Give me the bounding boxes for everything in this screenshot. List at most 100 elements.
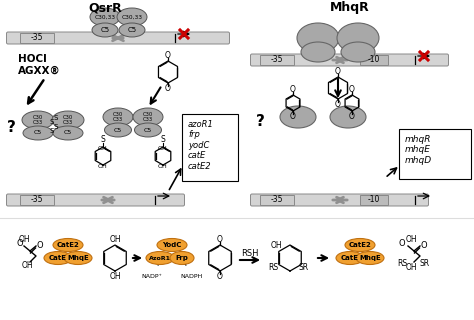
Ellipse shape — [104, 123, 131, 137]
Ellipse shape — [157, 238, 187, 252]
Ellipse shape — [53, 238, 83, 252]
Text: C5: C5 — [144, 127, 152, 132]
FancyBboxPatch shape — [7, 32, 229, 44]
Text: NADP⁺: NADP⁺ — [142, 274, 163, 278]
Text: O: O — [349, 85, 355, 94]
Text: O: O — [349, 112, 355, 121]
Text: O: O — [290, 112, 296, 121]
Text: -10: -10 — [368, 55, 380, 65]
Text: O: O — [217, 272, 223, 281]
Text: S: S — [50, 119, 54, 125]
Ellipse shape — [53, 126, 83, 140]
Text: -35: -35 — [31, 196, 43, 204]
Ellipse shape — [117, 8, 147, 26]
Ellipse shape — [119, 23, 145, 37]
Text: ?: ? — [255, 115, 264, 130]
Ellipse shape — [64, 252, 92, 265]
Ellipse shape — [92, 23, 118, 37]
Text: OH: OH — [109, 235, 121, 244]
Text: O: O — [335, 67, 341, 76]
Text: O: O — [36, 241, 43, 250]
Text: -10: -10 — [368, 196, 380, 204]
Text: C30
C33: C30 C33 — [143, 112, 153, 122]
Text: SR: SR — [420, 259, 430, 268]
Text: O: O — [290, 85, 296, 94]
Text: O: O — [217, 235, 223, 244]
Text: O: O — [17, 239, 23, 249]
Ellipse shape — [133, 108, 163, 126]
Text: S: S — [54, 124, 58, 130]
FancyBboxPatch shape — [182, 114, 238, 181]
Text: CatE2: CatE2 — [348, 242, 371, 248]
Text: S: S — [161, 135, 165, 145]
Ellipse shape — [356, 252, 384, 265]
Ellipse shape — [103, 108, 133, 126]
Text: C30
C33: C30 C33 — [33, 115, 43, 125]
Text: O: O — [165, 51, 171, 60]
FancyBboxPatch shape — [7, 194, 184, 206]
Ellipse shape — [23, 126, 53, 140]
Text: CatE: CatE — [341, 255, 359, 261]
Ellipse shape — [135, 123, 162, 137]
Text: OH: OH — [158, 164, 168, 170]
Ellipse shape — [52, 111, 84, 129]
Text: QsrR: QsrR — [88, 2, 122, 14]
Text: RS: RS — [397, 259, 407, 268]
Ellipse shape — [337, 23, 379, 53]
Ellipse shape — [341, 42, 375, 62]
Text: S: S — [54, 115, 58, 121]
Text: MhqE: MhqE — [359, 255, 381, 261]
Text: RSH: RSH — [241, 250, 259, 259]
Bar — [360, 195, 388, 205]
Bar — [260, 195, 294, 205]
Text: O: O — [399, 239, 405, 249]
Text: azoR1
frp
yodC
catE
catE2: azoR1 frp yodC catE catE2 — [188, 120, 214, 171]
Text: OH: OH — [21, 261, 33, 270]
Bar — [260, 55, 294, 65]
Ellipse shape — [146, 252, 174, 265]
Text: C30,33: C30,33 — [94, 14, 116, 20]
Text: OH: OH — [98, 146, 108, 150]
Text: OH: OH — [98, 164, 108, 170]
Text: MhqE: MhqE — [67, 255, 89, 261]
FancyBboxPatch shape — [250, 194, 428, 206]
Bar — [20, 33, 54, 43]
Text: C30,33: C30,33 — [121, 14, 143, 20]
Ellipse shape — [90, 8, 120, 26]
Text: OH: OH — [158, 146, 168, 150]
Text: C5: C5 — [34, 131, 42, 135]
Text: NADPH: NADPH — [181, 274, 203, 278]
Text: OH: OH — [109, 272, 121, 281]
Text: HOCl
AGXX®: HOCl AGXX® — [18, 54, 61, 76]
Text: -35: -35 — [271, 196, 283, 204]
Text: S: S — [100, 135, 105, 145]
Ellipse shape — [330, 106, 366, 128]
Text: C5: C5 — [114, 127, 122, 132]
Bar — [20, 195, 54, 205]
Text: C5: C5 — [100, 27, 109, 33]
Text: C30
C33: C30 C33 — [113, 112, 123, 122]
Text: OH: OH — [270, 241, 282, 250]
Ellipse shape — [280, 106, 316, 128]
Text: C30
C33: C30 C33 — [63, 115, 73, 125]
FancyBboxPatch shape — [250, 54, 448, 66]
Text: CatE: CatE — [49, 255, 67, 261]
Text: S: S — [50, 128, 54, 134]
Text: OH: OH — [18, 236, 30, 244]
Text: O: O — [335, 100, 341, 109]
Text: YodC: YodC — [162, 242, 182, 248]
Ellipse shape — [336, 252, 364, 265]
Ellipse shape — [44, 252, 72, 265]
Ellipse shape — [301, 42, 335, 62]
Text: OH: OH — [405, 263, 417, 273]
Text: O: O — [421, 241, 428, 250]
Text: SR: SR — [299, 262, 309, 271]
Text: -35: -35 — [271, 55, 283, 65]
FancyBboxPatch shape — [399, 129, 471, 179]
Ellipse shape — [170, 252, 194, 265]
Text: AzoR1: AzoR1 — [149, 255, 171, 260]
Text: OH: OH — [405, 236, 417, 244]
Ellipse shape — [297, 23, 339, 53]
Text: mhqR
mhqE
mhqD: mhqR mhqE mhqD — [405, 135, 432, 165]
Bar — [360, 55, 388, 65]
